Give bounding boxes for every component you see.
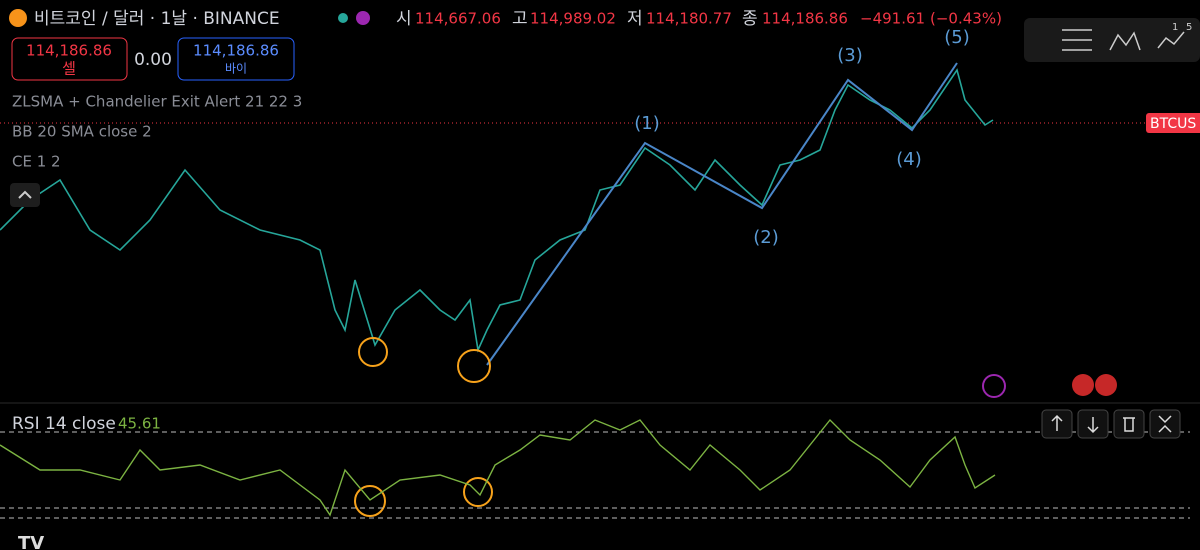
indicator: BB 20 SMA close 2 [12, 123, 152, 141]
coin-icon [9, 9, 27, 27]
sell-button[interactable] [11, 37, 128, 81]
open-label: 시 [396, 9, 412, 29]
toolbar [1024, 18, 1200, 62]
close: 114,186.86 [762, 10, 848, 28]
collapse-button[interactable] [10, 183, 40, 207]
logo: TV [18, 533, 44, 550]
low-label: 저 [627, 9, 643, 29]
status-dot [338, 13, 348, 23]
toolbar-digit: 5 [1186, 22, 1192, 33]
indicator: CE 1 2 [12, 153, 61, 171]
flag-icon[interactable] [1095, 374, 1117, 396]
price-tag [1146, 113, 1200, 133]
delete[interactable] [1113, 409, 1145, 439]
price-tag-text: BTCUS [1150, 116, 1196, 132]
low: 114,180.77 [646, 10, 732, 28]
buy-button[interactable] [177, 37, 295, 81]
wave-label: (3) [837, 45, 863, 66]
wave-label: (1) [634, 113, 660, 134]
rsi-value: 45.61 [118, 415, 161, 433]
wave-label: (4) [896, 149, 922, 170]
symbol: 비트코인 / 달러 · 1날 · BINANCE [34, 9, 280, 29]
rsi-bands [0, 431, 1190, 519]
toolbar-icons [1062, 29, 1185, 51]
rsi-path [0, 418, 996, 517]
wave-label: (5) [944, 27, 970, 48]
event-icon[interactable] [982, 374, 1006, 398]
pane-button-icons [1051, 414, 1172, 434]
toolbar-digit: 1 [1172, 22, 1178, 33]
open: 114,667.06 [415, 10, 501, 28]
close-label: 종 [742, 9, 758, 29]
share-icon [356, 11, 370, 25]
collapse-icon [18, 190, 32, 199]
sell-label: 셀 [62, 60, 76, 78]
pane-buttons [1041, 409, 1181, 439]
rsi-label: RSI 14 close [12, 414, 116, 434]
price-path [0, 68, 994, 353]
buy-label: 바이 [225, 62, 247, 76]
wave-label: (2) [753, 227, 779, 248]
buy-price: 114,186.86 [193, 42, 279, 60]
wave-lines [486, 62, 958, 366]
high: 114,989.02 [530, 10, 616, 28]
change: −491.61 [860, 10, 925, 28]
highlight-circles [354, 337, 493, 517]
indicator: ZLSMA + Chandelier Exit Alert 21 22 3 [12, 93, 302, 111]
change-pct: (−0.43%) [930, 10, 1002, 28]
sell-price: 114,186.86 [26, 42, 112, 60]
flag-icon[interactable] [1072, 374, 1094, 396]
maximize[interactable] [1149, 409, 1181, 439]
high-label: 고 [512, 9, 528, 29]
spread: 0.00 [134, 50, 172, 70]
